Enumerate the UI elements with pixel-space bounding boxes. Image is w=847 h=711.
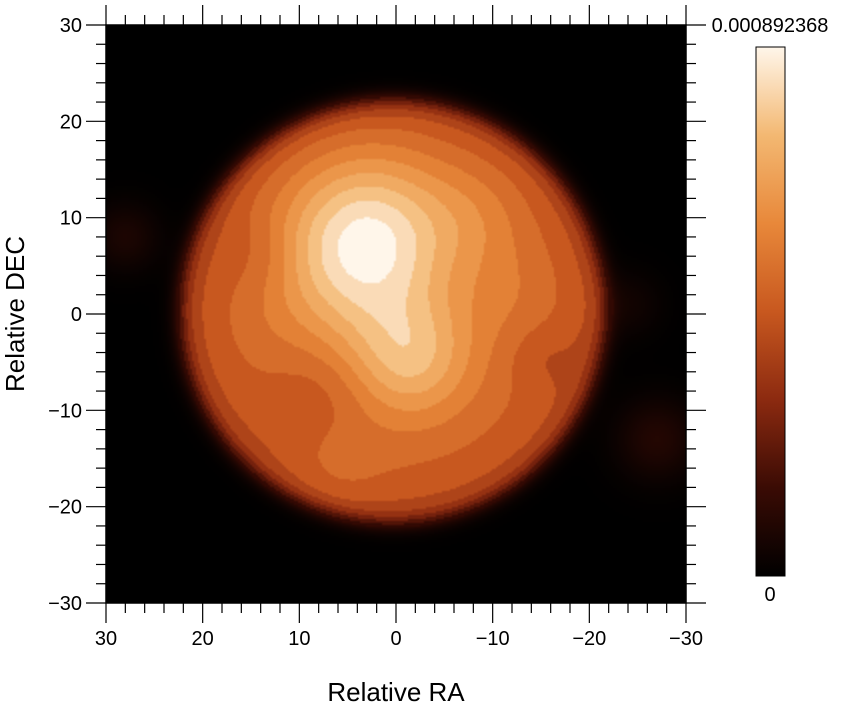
y-tick-label: 20 [60, 111, 82, 133]
x-tick-label: −10 [476, 628, 510, 650]
x-tick-label: 20 [192, 628, 214, 650]
y-tick-label: −10 [48, 400, 82, 422]
colorbar-max-label: 0.000892368 [712, 15, 829, 37]
y-tick-label: 30 [60, 15, 82, 37]
heatmap-image [106, 25, 686, 603]
y-axis-title: Relative DEC [0, 236, 30, 392]
x-tick-label: −20 [572, 628, 606, 650]
axis-ticks [86, 5, 706, 623]
x-tick-label: 10 [288, 628, 310, 650]
x-tick-label: 30 [95, 628, 117, 650]
x-tick-label: −30 [669, 628, 703, 650]
y-tick-label: −30 [48, 593, 82, 615]
y-tick-label: 10 [60, 208, 82, 230]
y-tick-label: 0 [71, 304, 82, 326]
axis-tick-labels: 30 20 10 0 −10 −20 −30 −30 −20 −10 0 10 20 30 [48, 15, 703, 650]
x-tick-label: 0 [390, 628, 401, 650]
y-tick-label: −20 [48, 497, 82, 519]
x-axis-title: Relative RA [327, 677, 465, 707]
colorbar-min-label: 0 [764, 584, 775, 606]
colorbar [755, 46, 786, 577]
